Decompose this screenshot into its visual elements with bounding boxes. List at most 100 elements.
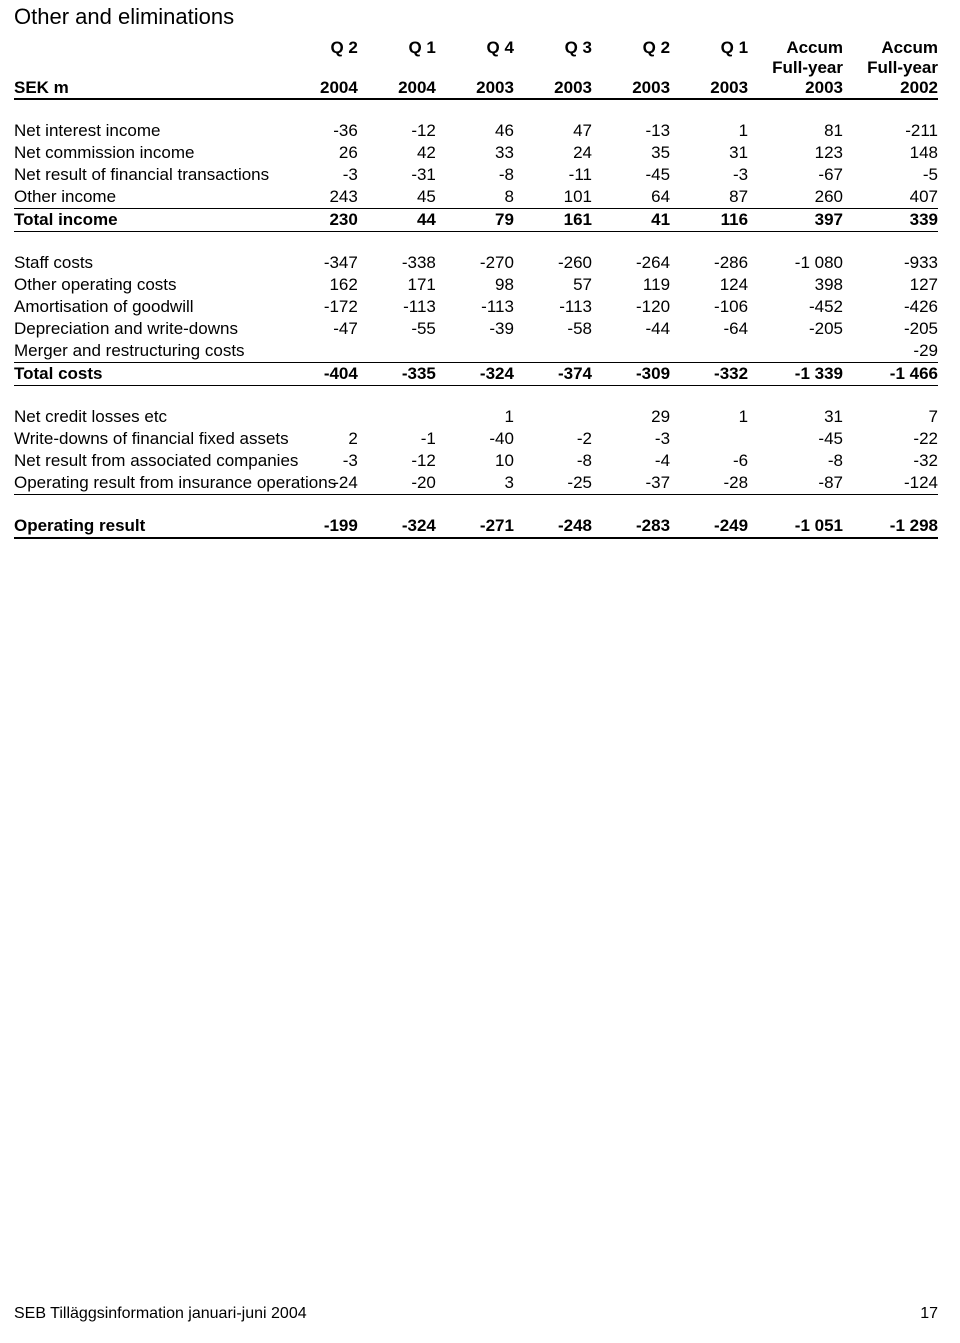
cell: -248 [514,515,592,538]
table-row: Net credit losses etc1291317 [14,406,938,428]
header-row-2a: Full-year Full-year [14,58,938,78]
cell: 45 [358,186,436,209]
cell: -25 [514,472,592,495]
cell: 42 [358,142,436,164]
cell: 171 [358,274,436,296]
cell: 123 [748,142,843,164]
table-row: Write-downs of financial fixed assets2-1… [14,428,938,450]
cell: -332 [670,363,748,386]
table-row: Merger and restructuring costs-29 [14,340,938,363]
cell [514,406,592,428]
cell: -106 [670,296,748,318]
row-label: Operating result from insurance operatio… [14,472,280,495]
cell: -452 [748,296,843,318]
cell: -324 [436,363,514,386]
row-label: Total costs [14,363,280,386]
table-row: Staff costs-347-338-270-260-264-286-1 08… [14,252,938,274]
cell: 398 [748,274,843,296]
row-label: Operating result [14,515,280,538]
cell: -249 [670,515,748,538]
cell: 8 [436,186,514,209]
row-label: Net result of financial transactions [14,164,280,186]
cell: -271 [436,515,514,538]
cell: -270 [436,252,514,274]
cell: -31 [358,164,436,186]
row-label: Net interest income [14,120,280,142]
cell [358,340,436,363]
cell: 116 [670,209,748,232]
cell: -335 [358,363,436,386]
cell: -1 466 [843,363,938,386]
cell: 81 [748,120,843,142]
cell: -1 298 [843,515,938,538]
cell: 1 [670,406,748,428]
cell: -20 [358,472,436,495]
row-label: Staff costs [14,252,280,274]
table-row: Net result from associated companies-3-1… [14,450,938,472]
row-label: Net credit losses etc [14,406,280,428]
cell: -1 339 [748,363,843,386]
cell [748,340,843,363]
cell: -264 [592,252,670,274]
cell: -404 [280,363,358,386]
cell: -3 [592,428,670,450]
cell: -113 [514,296,592,318]
cell: -32 [843,450,938,472]
row-label: Depreciation and write-downs [14,318,280,340]
page-footer: SEB Tilläggsinformation januari-juni 200… [14,1305,938,1323]
table-row: Net result of financial transactions -3 -3… [14,164,938,186]
table-row: Other operating costs1621719857119124398… [14,274,938,296]
cell: 57 [514,274,592,296]
cell: -260 [514,252,592,274]
cell: 33 [436,142,514,164]
cell: -39 [436,318,514,340]
cell: -47 [280,318,358,340]
cell: -29 [843,340,938,363]
cell: 230 [280,209,358,232]
cell [358,406,436,428]
cell [514,340,592,363]
cell: 260 [748,186,843,209]
cell: -2 [514,428,592,450]
cell: 26 [280,142,358,164]
cell: -45 [592,164,670,186]
cell: 7 [843,406,938,428]
cell: -205 [843,318,938,340]
cell: -36 [280,120,358,142]
cell: 31 [748,406,843,428]
cell: -55 [358,318,436,340]
cell: -8 [514,450,592,472]
cell: -13 [592,120,670,142]
cell: -1 [358,428,436,450]
table-row: Operating result-199-324-271-248-283-249… [14,515,938,538]
cell: -22 [843,428,938,450]
cell: -933 [843,252,938,274]
cell: -28 [670,472,748,495]
cell: 98 [436,274,514,296]
cell: 127 [843,274,938,296]
cell: 407 [843,186,938,209]
table-row: Net commission income264233243531123148 [14,142,938,164]
cell: 47 [514,120,592,142]
cell: 10 [436,450,514,472]
row-label: Other operating costs [14,274,280,296]
cell: 3 [436,472,514,495]
cell: -3 [670,164,748,186]
cell: 243 [280,186,358,209]
table-row: Operating result from insurance operatio… [14,472,938,495]
table-title: Other and eliminations [14,4,938,30]
table-row: Amortisation of goodwill-172-113-113-113… [14,296,938,318]
cell: -172 [280,296,358,318]
cell [280,340,358,363]
cell: -64 [670,318,748,340]
cell: 162 [280,274,358,296]
cell [592,340,670,363]
cell: 397 [748,209,843,232]
cell: 41 [592,209,670,232]
row-label: Net commission income [14,142,280,164]
cell [670,428,748,450]
cell: -40 [436,428,514,450]
cell: -5 [843,164,938,186]
row-label: Amortisation of goodwill [14,296,280,318]
cell: -45 [748,428,843,450]
